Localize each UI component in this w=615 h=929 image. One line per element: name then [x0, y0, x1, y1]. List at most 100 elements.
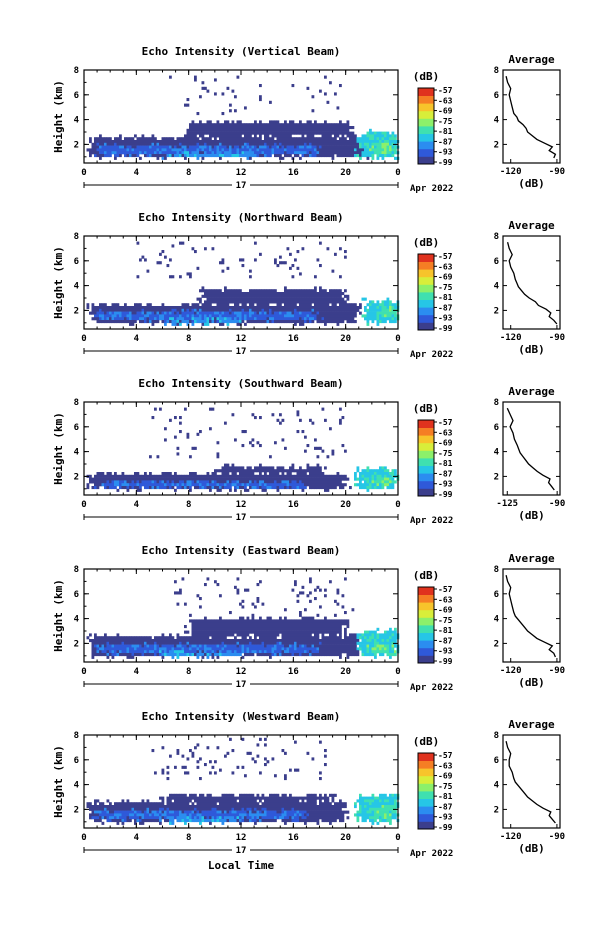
echo-cell: [306, 653, 310, 657]
average-title: Average: [508, 219, 555, 232]
echo-cell: [226, 86, 230, 90]
echo-cell: [119, 148, 122, 152]
echo-cell: [264, 320, 267, 324]
echo-cell: [164, 156, 167, 160]
echo-cell: [279, 145, 282, 149]
echo-cell: [121, 477, 125, 481]
echo-cell: [201, 633, 205, 637]
echo-cell: [219, 630, 222, 634]
echo-cell: [119, 474, 122, 478]
echo-cell: [384, 308, 387, 312]
echo-cell: [296, 630, 300, 634]
echo-cell: [104, 137, 107, 141]
echo-cell: [119, 647, 122, 651]
echo-cell: [191, 653, 195, 657]
echo-cell: [359, 477, 362, 481]
echo-cell: [209, 619, 212, 623]
echo-cell: [264, 466, 267, 470]
echo-cell: [326, 644, 330, 648]
echo-cell: [291, 486, 295, 490]
echo-cell: [294, 294, 297, 298]
echo-cell: [259, 154, 262, 158]
echo-cell: [354, 140, 357, 144]
echo-cell: [161, 145, 165, 149]
echo-cell: [124, 145, 127, 149]
echo-cell: [206, 140, 210, 144]
echo-cell: [224, 140, 227, 144]
echo-cell: [306, 625, 310, 629]
echo-cell: [271, 131, 275, 135]
echo-cell: [304, 477, 307, 481]
echo-cell: [371, 148, 375, 152]
echo-cell: [301, 477, 305, 481]
echo-cell: [209, 145, 212, 149]
echo-cell: [366, 137, 370, 141]
echo-cell: [166, 477, 170, 481]
echo-cell: [261, 311, 265, 315]
echo-cell: [284, 154, 287, 158]
echo-cell: [331, 317, 335, 321]
echo-cell: [151, 641, 155, 645]
echo-cell: [236, 477, 240, 481]
echo-cell: [304, 480, 307, 484]
average-y-tick-label: 8: [494, 398, 499, 408]
echo-cell: [141, 142, 145, 146]
echo-cell: [319, 241, 322, 245]
echo-cell: [324, 314, 327, 318]
echo-cell: [334, 92, 337, 96]
echo-cell: [281, 292, 285, 296]
echo-cell: [371, 303, 375, 307]
echo-cell: [294, 653, 297, 657]
echo-cell: [316, 145, 320, 149]
echo-cell: [354, 303, 357, 307]
echo-cell: [131, 636, 135, 640]
echo-cell: [344, 636, 347, 640]
echo-cell: [329, 633, 332, 637]
echo-cell: [226, 297, 230, 301]
echo-cell: [319, 300, 322, 304]
echo-cell: [384, 300, 387, 304]
echo-cell: [256, 292, 260, 296]
echo-cell: [296, 477, 300, 481]
echo-cell: [251, 154, 255, 158]
echo-cell: [224, 306, 227, 310]
echo-cell: [296, 317, 300, 321]
echo-cell: [196, 655, 200, 659]
echo-cell: [311, 622, 315, 626]
echo-cell: [219, 300, 222, 304]
echo-cell: [239, 644, 242, 648]
echo-cell: [394, 472, 397, 476]
echo-cell: [99, 653, 102, 657]
echo-cell: [126, 641, 130, 645]
echo-cell: [296, 483, 300, 487]
echo-cell: [131, 140, 135, 144]
echo-cell: [289, 292, 292, 296]
echo-cell: [289, 472, 292, 476]
echo-cell: [341, 297, 345, 301]
echo-cell: [279, 469, 282, 473]
echo-cell: [306, 140, 310, 144]
echo-cell: [236, 134, 240, 138]
echo-cell: [251, 613, 255, 617]
echo-cell: [331, 300, 335, 304]
echo-cell: [129, 650, 132, 654]
echo-cell: [384, 131, 387, 135]
echo-cell: [386, 140, 390, 144]
echo-cell: [89, 151, 92, 155]
echo-cell: [214, 292, 217, 296]
echo-cell: [226, 306, 230, 310]
echo-cell: [184, 140, 187, 144]
echo-cell: [119, 137, 122, 141]
echo-cell: [249, 142, 252, 146]
echo-cell: [216, 294, 220, 298]
echo-cell: [121, 636, 125, 640]
echo-cell: [136, 636, 140, 640]
echo-cell: [241, 625, 245, 629]
echo-cell: [339, 145, 342, 149]
echo-cell: [326, 483, 330, 487]
echo-cell: [266, 131, 270, 135]
echo-cell: [199, 647, 202, 651]
echo-cell: [199, 630, 202, 634]
echo-cell: [146, 140, 150, 144]
echo-cell: [164, 483, 167, 487]
